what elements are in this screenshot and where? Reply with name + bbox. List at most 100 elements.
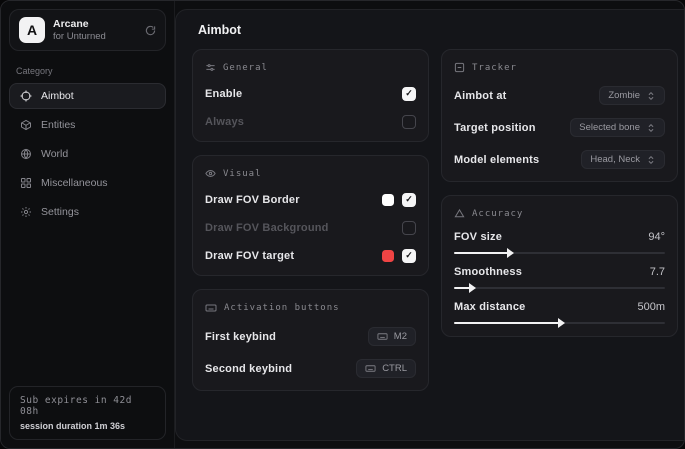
- setting-row-second-keybind: Second keybind CTRL: [205, 359, 416, 378]
- setting-row-model-elements: Model elements Head, Neck: [454, 150, 665, 169]
- setting-label: Always: [205, 115, 245, 128]
- second-keybind-button[interactable]: CTRL: [356, 359, 416, 378]
- brand-title: Arcane: [53, 17, 89, 30]
- card-title: Tracker: [472, 62, 517, 73]
- setting-row-fov-target: Draw FOV target: [205, 248, 416, 263]
- triangle-icon: [454, 208, 465, 219]
- sidebar-menu: Aimbot Entities World Miscellaneous: [9, 83, 166, 225]
- cube-icon: [20, 119, 32, 131]
- max-distance-slider[interactable]: [454, 318, 665, 328]
- sidebar-item-world[interactable]: World: [9, 141, 166, 167]
- setting-row-fov-size: FOV size 94°: [454, 231, 665, 258]
- grid-icon: [20, 177, 32, 189]
- setting-label: Target position: [454, 121, 536, 134]
- setting-label: Draw FOV Background: [205, 221, 329, 234]
- setting-row-always: Always: [205, 114, 416, 129]
- setting-row-enable: Enable: [205, 86, 416, 101]
- setting-row-first-keybind: First keybind M2: [205, 327, 416, 346]
- smoothness-slider[interactable]: [454, 283, 665, 293]
- crosshair-icon: [20, 90, 32, 102]
- keybind-value: M2: [393, 331, 407, 342]
- setting-row-target-position: Target position Selected bone: [454, 118, 665, 137]
- keyboard-icon: [205, 302, 217, 314]
- setting-label: Draw FOV target: [205, 249, 295, 262]
- page-title: Aimbot: [198, 23, 242, 37]
- chevrons-up-down-icon: [646, 123, 656, 133]
- keyboard-icon: [377, 331, 388, 342]
- general-card: General Enable Always: [192, 49, 429, 142]
- slider-thumb[interactable]: [557, 318, 565, 328]
- card-title: Activation buttons: [224, 303, 340, 313]
- sidebar-item-label: Miscellaneous: [41, 177, 108, 189]
- card-title: General: [223, 62, 268, 73]
- enable-checkbox[interactable]: [402, 86, 416, 101]
- aimbot-at-select[interactable]: Zombie: [599, 86, 665, 105]
- always-checkbox[interactable]: [402, 114, 416, 129]
- setting-label: Aimbot at: [454, 89, 507, 102]
- setting-label: Draw FOV Border: [205, 193, 300, 206]
- avatar: A: [19, 17, 45, 43]
- setting-row-max-distance: Max distance 500m: [454, 301, 665, 328]
- model-elements-select[interactable]: Head, Neck: [581, 150, 665, 169]
- category-label: Category: [16, 66, 53, 76]
- setting-label: Model elements: [454, 153, 540, 166]
- sidebar-item-settings[interactable]: Settings: [9, 199, 166, 225]
- sidebar-item-label: Entities: [41, 119, 76, 131]
- card-title: Accuracy: [472, 208, 524, 219]
- color-swatch-white[interactable]: [382, 193, 394, 206]
- accuracy-card: Accuracy FOV size 94° Smoothness: [441, 195, 678, 337]
- select-value: Head, Neck: [590, 154, 640, 165]
- fov-size-slider[interactable]: [454, 248, 665, 258]
- card-title: Visual: [223, 168, 262, 179]
- subscription-status: Sub expires in 42d 08h session duration …: [9, 386, 166, 440]
- keybind-value: CTRL: [382, 363, 407, 374]
- brand-card: A Arcane for Unturned: [9, 9, 166, 51]
- slider-value: 7.7: [649, 266, 665, 278]
- sub-expiry-text: Sub expires in 42d 08h: [20, 395, 132, 417]
- main-panel: Aimbot General Enable: [175, 9, 684, 441]
- target-position-select[interactable]: Selected bone: [570, 118, 665, 137]
- select-value: Selected bone: [579, 122, 640, 133]
- setting-label: Max distance: [454, 301, 526, 313]
- chevrons-up-down-icon: [646, 155, 656, 165]
- sidebar-item-label: Settings: [41, 206, 79, 218]
- fov-background-checkbox[interactable]: [402, 220, 416, 235]
- brand-subtitle: for Unturned: [53, 30, 106, 42]
- sidebar-item-label: Aimbot: [41, 90, 74, 102]
- setting-row-fov-background: Draw FOV Background: [205, 220, 416, 235]
- globe-icon: [20, 148, 32, 160]
- sidebar-item-miscellaneous[interactable]: Miscellaneous: [9, 170, 166, 196]
- focus-icon: [454, 62, 465, 73]
- eye-icon: [205, 168, 216, 179]
- activation-card: Activation buttons First keybind M2 Seco…: [192, 289, 429, 391]
- setting-label: FOV size: [454, 231, 503, 243]
- sidebar: A Arcane for Unturned Category Aimbot: [1, 1, 175, 448]
- setting-label: First keybind: [205, 330, 277, 343]
- first-keybind-button[interactable]: M2: [367, 327, 416, 346]
- setting-row-fov-border: Draw FOV Border: [205, 192, 416, 207]
- refresh-icon[interactable]: [145, 25, 156, 36]
- fov-border-checkbox[interactable]: [402, 192, 416, 207]
- setting-label: Second keybind: [205, 362, 293, 375]
- color-swatch-red[interactable]: [382, 249, 394, 262]
- sidebar-item-label: World: [41, 148, 69, 160]
- setting-label: Smoothness: [454, 266, 523, 278]
- setting-row-aimbot-at: Aimbot at Zombie: [454, 86, 665, 105]
- keyboard-icon: [365, 363, 376, 374]
- sliders-icon: [205, 62, 216, 73]
- setting-row-smoothness: Smoothness 7.7: [454, 266, 665, 293]
- chevrons-up-down-icon: [646, 91, 656, 101]
- session-duration-text: session duration 1m 36s: [20, 421, 126, 431]
- slider-value: 94°: [648, 231, 665, 243]
- sidebar-item-entities[interactable]: Entities: [9, 112, 166, 138]
- slider-thumb[interactable]: [506, 248, 514, 258]
- sidebar-item-aimbot[interactable]: Aimbot: [9, 83, 166, 109]
- select-value: Zombie: [608, 90, 640, 101]
- visual-card: Visual Draw FOV Border Draw FOV Backgrou…: [192, 155, 429, 276]
- slider-value: 500m: [637, 301, 665, 313]
- slider-thumb[interactable]: [468, 283, 476, 293]
- tracker-card: Tracker Aimbot at Zombie Target position: [441, 49, 678, 182]
- fov-target-checkbox[interactable]: [402, 248, 416, 263]
- gear-icon: [20, 206, 32, 218]
